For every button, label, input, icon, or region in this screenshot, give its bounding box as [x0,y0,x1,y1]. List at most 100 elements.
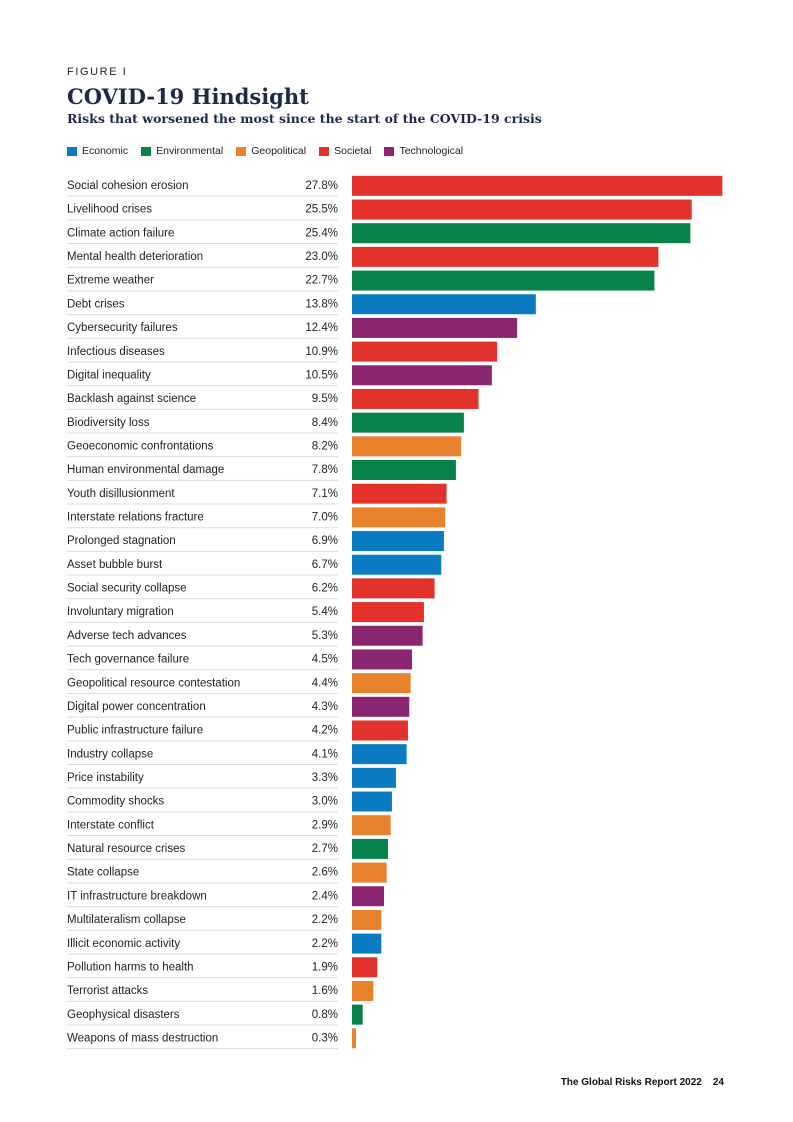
legend-swatch-technological [384,146,395,156]
bar-youth-disillusionment [352,483,447,504]
category-label-natural-resource-crises: Natural resource crises [67,843,185,855]
legend-label-environmental: Environmental [156,145,224,157]
value-label-infectious-diseases: 10.9% [305,346,338,358]
bar-interstate-relations-fracture [352,507,446,528]
figure-label: FIGURE I [67,66,128,78]
category-label-cybersecurity-failures: Cybersecurity failures [67,322,178,334]
category-label-infectious-diseases: Infectious diseases [67,346,165,358]
legend-item-societal: Societal [319,145,371,157]
value-label-natural-resource-crises: 2.7% [312,843,338,855]
bar-industry-collapse [352,744,407,765]
bar-human-environmental-damage [352,460,456,480]
category-label-debt-crises: Debt crises [67,298,125,310]
bar-social-security-collapse [352,578,435,599]
value-label-industry-collapse: 4.1% [312,748,338,760]
bar-pollution-harms-to-health [352,957,378,978]
value-label-livelihood-crises: 25.5% [305,204,338,216]
bar-public-infrastructure-failure [352,720,408,741]
value-label-interstate-relations-fracture: 7.0% [312,512,338,524]
bar-backlash-against-science [352,388,479,409]
legend: Economic Environmental Geopolitical Soci… [67,145,463,157]
category-label-pollution-harms-to-health: Pollution harms to health [67,961,194,973]
bar-weapons-of-mass-destruction [352,1028,356,1049]
category-label-backlash-against-science: Backlash against science [67,393,196,405]
category-label-industry-collapse: Industry collapse [67,748,153,760]
category-label-interstate-relations-fracture: Interstate relations fracture [67,512,204,524]
bar-commodity-shocks [352,791,392,812]
category-label-price-instability: Price instability [67,772,144,784]
bar-extreme-weather [352,270,655,291]
category-label-commodity-shocks: Commodity shocks [67,796,164,808]
bar-geoeconomic-confrontations [352,436,462,457]
category-label-geoeconomic-confrontations: Geoeconomic confrontations [67,440,214,452]
bar-prolonged-stagnation [352,531,444,552]
value-label-commodity-shocks: 3.0% [312,796,338,808]
category-label-livelihood-crises: Livelihood crises [67,204,152,216]
category-label-public-infrastructure-failure: Public infrastructure failure [67,725,203,737]
bar-adverse-tech-advances [352,625,423,646]
category-label-adverse-tech-advances: Adverse tech advances [67,630,187,642]
value-label-extreme-weather: 22.7% [305,275,338,287]
bar-livelihood-crises [352,199,692,220]
value-label-mental-health-deterioration: 23.0% [305,251,338,263]
value-label-terrorist-attacks: 1.6% [312,985,338,997]
legend-label-societal: Societal [334,145,372,157]
value-label-state-collapse: 2.6% [312,867,338,879]
category-label-social-cohesion-erosion: Social cohesion erosion [67,180,188,192]
value-label-digital-power-concentration: 4.3% [312,701,338,713]
category-label-geopolitical-resource-contestation: Geopolitical resource contestation [67,677,240,689]
value-label-geopolitical-resource-contestation: 4.4% [312,677,338,689]
report-title: The Global Risks Report 2022 [560,1077,702,1088]
category-label-terrorist-attacks: Terrorist attacks [67,985,148,997]
bar-illicit-economic-activity [352,933,382,954]
legend-label-geopolitical: Geopolitical [251,145,307,157]
bar-state-collapse [352,862,387,883]
category-label-geophysical-disasters: Geophysical disasters [67,1009,180,1021]
value-label-human-environmental-damage: 7.8% [312,464,338,476]
bar-mental-health-deterioration [352,246,659,267]
value-label-pollution-harms-to-health: 1.9% [312,961,338,973]
legend-swatch-geopolitical [236,146,247,156]
category-label-interstate-conflict: Interstate conflict [67,819,155,831]
legend-swatch-societal [319,146,330,156]
value-label-adverse-tech-advances: 5.3% [312,630,338,642]
value-label-debt-crises: 13.8% [305,298,338,310]
category-label-mental-health-deterioration: Mental health deterioration [67,251,203,263]
bar-price-instability [352,767,396,788]
bar-terrorist-attacks [352,980,374,1001]
legend-item-geopolitical: Geopolitical [236,145,306,157]
value-label-illicit-economic-activity: 2.2% [312,938,338,950]
value-label-public-infrastructure-failure: 4.2% [312,725,338,737]
bar-natural-resource-crises [352,838,388,859]
value-label-social-security-collapse: 6.2% [312,583,338,595]
value-label-digital-inequality: 10.5% [305,369,338,381]
value-label-price-instability: 3.3% [312,772,338,784]
bar-it-infrastructure-breakdown [352,886,384,907]
category-label-multilateralism-collapse: Multilateralism collapse [67,914,186,926]
value-label-prolonged-stagnation: 6.9% [312,535,338,547]
bar-biodiversity-loss [352,412,464,433]
chart-title: COVID-19 Hindsight [67,84,309,109]
value-label-cybersecurity-failures: 12.4% [305,322,338,334]
bar-social-cohesion-erosion [352,175,723,196]
legend-item-environmental: Environmental [141,145,223,157]
value-label-multilateralism-collapse: 2.2% [312,914,338,926]
value-label-asset-bubble-burst: 6.7% [312,559,338,571]
category-label-it-infrastructure-breakdown: IT infrastructure breakdown [67,890,207,902]
legend-label-economic: Economic [82,145,129,157]
category-label-illicit-economic-activity: Illicit economic activity [67,938,180,950]
category-label-prolonged-stagnation: Prolonged stagnation [67,535,176,547]
category-label-weapons-of-mass-destruction: Weapons of mass destruction [67,1032,218,1044]
page-number: 24 [712,1077,724,1088]
value-label-youth-disillusionment: 7.1% [312,488,338,500]
value-label-climate-action-failure: 25.4% [305,227,338,239]
bar-interstate-conflict [352,815,391,836]
bar-involuntary-migration [352,602,424,623]
bar-infectious-diseases [352,341,498,362]
category-label-state-collapse: State collapse [67,867,139,879]
legend-item-economic: Economic [67,145,128,157]
bar-asset-bubble-burst [352,554,442,575]
value-label-weapons-of-mass-destruction: 0.3% [312,1032,338,1044]
bar-multilateralism-collapse [352,909,382,930]
